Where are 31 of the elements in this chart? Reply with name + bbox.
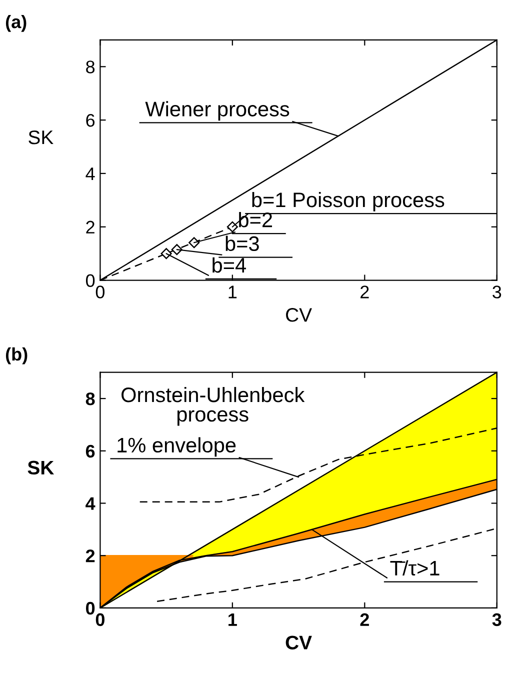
- y-tick-label: 8: [86, 392, 95, 406]
- annotation: Wiener process: [145, 101, 290, 121]
- annotation: b=1 Poisson process: [252, 192, 444, 212]
- x-tick-label: 2: [360, 286, 369, 298]
- y-tick-label: 8: [86, 60, 95, 74]
- y-tick-label: 4: [86, 497, 96, 510]
- y-tick-label: 0: [86, 274, 95, 287]
- x-tick-label: 3: [492, 286, 502, 298]
- annotation: Ornstein-Uhlenbeck process: [122, 386, 305, 426]
- y-tick-label: 6: [86, 114, 95, 127]
- x-axis-title: CV: [286, 636, 312, 650]
- chart-title: (b): [6, 347, 28, 364]
- x-tick-label: 0: [96, 613, 104, 626]
- y-tick-label: 2: [86, 550, 95, 562]
- x-tick-label: 3: [492, 613, 502, 626]
- chart-title: (a): [6, 14, 26, 32]
- y-axis-title: SK: [28, 130, 54, 144]
- y-tick-label: 0: [86, 602, 95, 615]
- annotation: b=3: [226, 236, 259, 252]
- y-tick-label: 6: [86, 444, 95, 458]
- annotation: T̄/τ>1: [390, 560, 440, 576]
- x-tick-label: 0: [96, 286, 105, 298]
- x-tick-label: 1: [228, 613, 237, 626]
- x-axis-title: CV: [286, 308, 312, 322]
- y-tick-label: 4: [86, 168, 95, 180]
- x-tick-label: 2: [360, 613, 369, 626]
- y-tick-label: 2: [86, 220, 94, 234]
- annotation: b=4: [212, 257, 246, 273]
- annotation: 1% envelope: [118, 437, 236, 457]
- y-axis-title: SK: [28, 460, 54, 475]
- x-tick-label: 1: [228, 286, 237, 298]
